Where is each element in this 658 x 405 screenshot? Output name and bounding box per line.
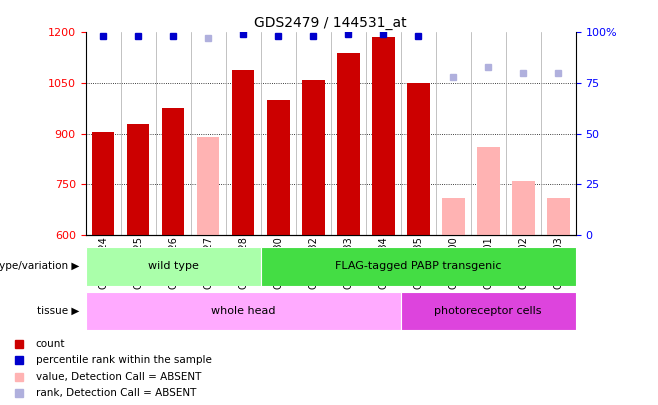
Text: tissue ▶: tissue ▶ <box>37 306 79 316</box>
Bar <box>266 100 290 235</box>
Bar <box>86 247 261 286</box>
Bar <box>477 147 499 235</box>
Bar <box>232 70 255 235</box>
Text: value, Detection Call = ABSENT: value, Detection Call = ABSENT <box>36 372 201 382</box>
Text: count: count <box>36 339 65 349</box>
Bar <box>372 38 395 235</box>
Text: FLAG-tagged PABP transgenic: FLAG-tagged PABP transgenic <box>335 261 501 271</box>
Text: genotype/variation ▶: genotype/variation ▶ <box>0 261 79 271</box>
Bar <box>442 198 465 235</box>
Bar <box>197 137 220 235</box>
Bar <box>547 198 570 235</box>
Bar <box>127 124 149 235</box>
Text: percentile rank within the sample: percentile rank within the sample <box>36 356 211 365</box>
Bar <box>512 181 534 235</box>
Bar <box>401 292 576 330</box>
Bar <box>162 109 184 235</box>
Bar <box>302 80 324 235</box>
Text: wild type: wild type <box>147 261 199 271</box>
Bar <box>407 83 430 235</box>
Bar <box>337 53 359 235</box>
Bar <box>91 132 114 235</box>
Bar <box>261 247 576 286</box>
Text: whole head: whole head <box>211 306 275 316</box>
Text: rank, Detection Call = ABSENT: rank, Detection Call = ABSENT <box>36 388 196 398</box>
Text: photoreceptor cells: photoreceptor cells <box>434 306 542 316</box>
Bar <box>86 292 401 330</box>
Title: GDS2479 / 144531_at: GDS2479 / 144531_at <box>255 16 407 30</box>
